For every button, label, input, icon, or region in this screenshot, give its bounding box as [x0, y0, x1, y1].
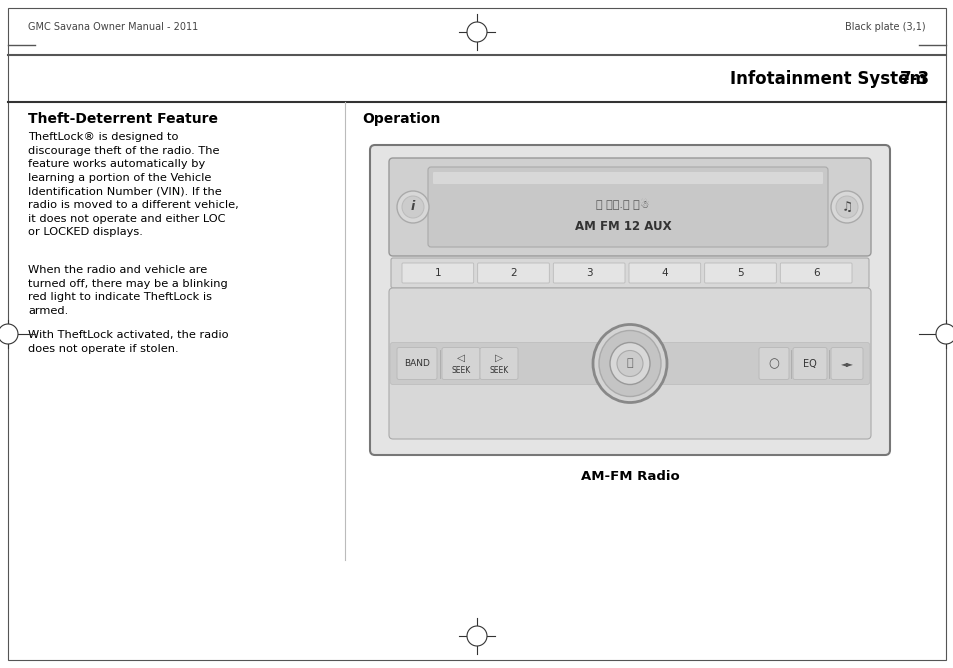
Text: 5: 5 [737, 268, 743, 278]
Circle shape [467, 22, 486, 42]
Text: 7-3: 7-3 [899, 70, 929, 88]
FancyBboxPatch shape [389, 288, 870, 439]
Text: Black plate (3,1): Black plate (3,1) [844, 22, 925, 32]
FancyBboxPatch shape [428, 167, 827, 247]
FancyBboxPatch shape [441, 347, 479, 379]
FancyBboxPatch shape [759, 347, 788, 379]
Ellipse shape [609, 343, 649, 385]
Text: SEEK: SEEK [451, 366, 470, 375]
FancyBboxPatch shape [390, 343, 869, 385]
Text: Infotainment System: Infotainment System [729, 70, 926, 88]
Text: 2: 2 [510, 268, 517, 278]
Text: SEEK: SEEK [489, 366, 508, 375]
Text: ◄►: ◄► [840, 359, 853, 368]
Text: ♫: ♫ [841, 200, 852, 214]
FancyBboxPatch shape [433, 172, 822, 184]
Text: GMC Savana Owner Manual - 2011: GMC Savana Owner Manual - 2011 [28, 22, 198, 32]
Circle shape [617, 351, 642, 377]
FancyBboxPatch shape [780, 263, 851, 283]
Text: AM-FM Radio: AM-FM Radio [580, 470, 679, 483]
FancyBboxPatch shape [704, 263, 776, 283]
FancyBboxPatch shape [792, 347, 826, 379]
Text: ⏻: ⏻ [626, 359, 633, 369]
Text: ○: ○ [768, 357, 779, 370]
Text: 4: 4 [660, 268, 667, 278]
Ellipse shape [593, 325, 666, 403]
FancyBboxPatch shape [628, 263, 700, 283]
FancyBboxPatch shape [401, 263, 474, 283]
Text: 图 图图.图 三☃: 图 图图.图 三☃ [596, 198, 649, 210]
FancyBboxPatch shape [830, 347, 862, 379]
Text: 6: 6 [812, 268, 819, 278]
Text: When the radio and vehicle are
turned off, there may be a blinking
red light to : When the radio and vehicle are turned of… [28, 265, 228, 316]
Text: ▷: ▷ [495, 353, 502, 363]
Circle shape [467, 626, 486, 646]
FancyBboxPatch shape [479, 347, 517, 379]
FancyBboxPatch shape [391, 258, 868, 288]
Text: TheftLock® is designed to
discourage theft of the radio. The
feature works autom: TheftLock® is designed to discourage the… [28, 132, 238, 237]
FancyBboxPatch shape [396, 347, 436, 379]
FancyBboxPatch shape [477, 263, 549, 283]
FancyBboxPatch shape [389, 158, 870, 256]
Text: Operation: Operation [361, 112, 440, 126]
Text: 3: 3 [585, 268, 592, 278]
Text: BAND: BAND [404, 359, 430, 368]
Circle shape [835, 196, 857, 218]
Circle shape [830, 191, 862, 223]
Ellipse shape [598, 331, 660, 397]
Text: EQ: EQ [802, 359, 816, 369]
Circle shape [0, 324, 18, 344]
Circle shape [935, 324, 953, 344]
Text: AM FM 12 AUX: AM FM 12 AUX [574, 220, 671, 233]
FancyBboxPatch shape [370, 145, 889, 455]
Text: Theft-Deterrent Feature: Theft-Deterrent Feature [28, 112, 218, 126]
FancyBboxPatch shape [553, 263, 624, 283]
Text: 1: 1 [434, 268, 440, 278]
Text: i: i [411, 200, 415, 214]
Circle shape [401, 196, 423, 218]
Text: With TheftLock activated, the radio
does not operate if stolen.: With TheftLock activated, the radio does… [28, 330, 229, 353]
Circle shape [396, 191, 429, 223]
Text: ◁: ◁ [456, 353, 464, 363]
